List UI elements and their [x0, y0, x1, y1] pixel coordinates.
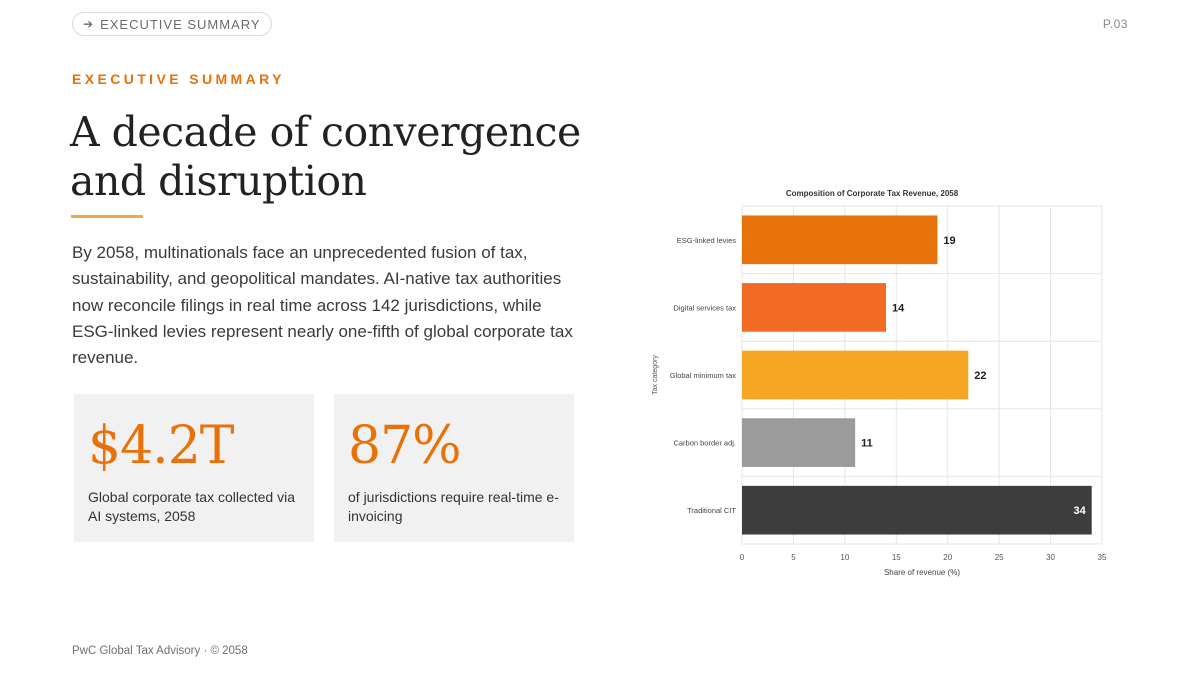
x-tick-label: 20 [943, 553, 952, 562]
x-tick-label: 5 [791, 553, 796, 562]
y-tick-label: Digital services tax [673, 303, 736, 312]
y-tick-label: Traditional CIT [687, 506, 736, 515]
x-tick-label: 30 [1046, 553, 1055, 562]
x-tick-label: 10 [840, 553, 849, 562]
bar-value-label: 22 [974, 370, 986, 382]
bar-value-label: 11 [861, 438, 873, 450]
bar [742, 215, 938, 265]
breadcrumb-label: EXECUTIVE SUMMARY [100, 16, 261, 32]
bar [742, 283, 886, 332]
bar [742, 350, 969, 400]
y-tick-label: Global minimum tax [670, 371, 737, 380]
chart-title: Composition of Corporate Tax Revenue, 20… [786, 189, 959, 198]
x-tick-label: 15 [892, 553, 901, 562]
section-eyebrow: EXECUTIVE SUMMARY [72, 71, 285, 87]
x-tick-label: 35 [1098, 553, 1107, 562]
intro-paragraph: By 2058, multinationals face an unpreced… [72, 243, 573, 368]
bar-value-label: 34 [1073, 505, 1086, 517]
y-axis-label: Tax category [652, 355, 659, 395]
title-underline [71, 215, 143, 218]
page-title: A decade of convergence and disruption [70, 108, 581, 205]
page-number: P.03 [1102, 17, 1128, 31]
footer-credit: PwC Global Tax Advisory · © 2058 [72, 645, 248, 657]
bar [742, 418, 856, 467]
stat-value: $4.2T [88, 416, 234, 476]
breadcrumb-pill[interactable]: ➔ EXECUTIVE SUMMARY [72, 12, 272, 36]
stat-value: 87% [348, 416, 462, 476]
y-tick-label: Carbon border adj. [673, 439, 736, 448]
stat-card-tax-collected: $4.2T Global corporate tax collected via… [74, 394, 314, 542]
stat-label: of jurisdictions require real-time e-inv… [348, 489, 559, 524]
stat-label: Global corporate tax collected via AI sy… [88, 489, 295, 524]
x-axis-label: Share of revenue (%) [884, 568, 960, 577]
bar-value-label: 19 [943, 235, 955, 247]
y-tick-label: ESG-linked levies [677, 236, 736, 245]
bar-value-label: 14 [892, 302, 905, 314]
arrow-right-icon: ➔ [83, 17, 95, 31]
x-tick-label: 25 [995, 553, 1004, 562]
stat-card-e-invoicing: 87% of jurisdictions require real-time e… [334, 394, 574, 542]
tax-composition-bar-chart: 0 5 10 15 20 25 30 35 ESG-linked levies 19 Digital… [652, 189, 1107, 577]
x-tick-label: 0 [740, 553, 745, 562]
bar [742, 485, 1092, 535]
